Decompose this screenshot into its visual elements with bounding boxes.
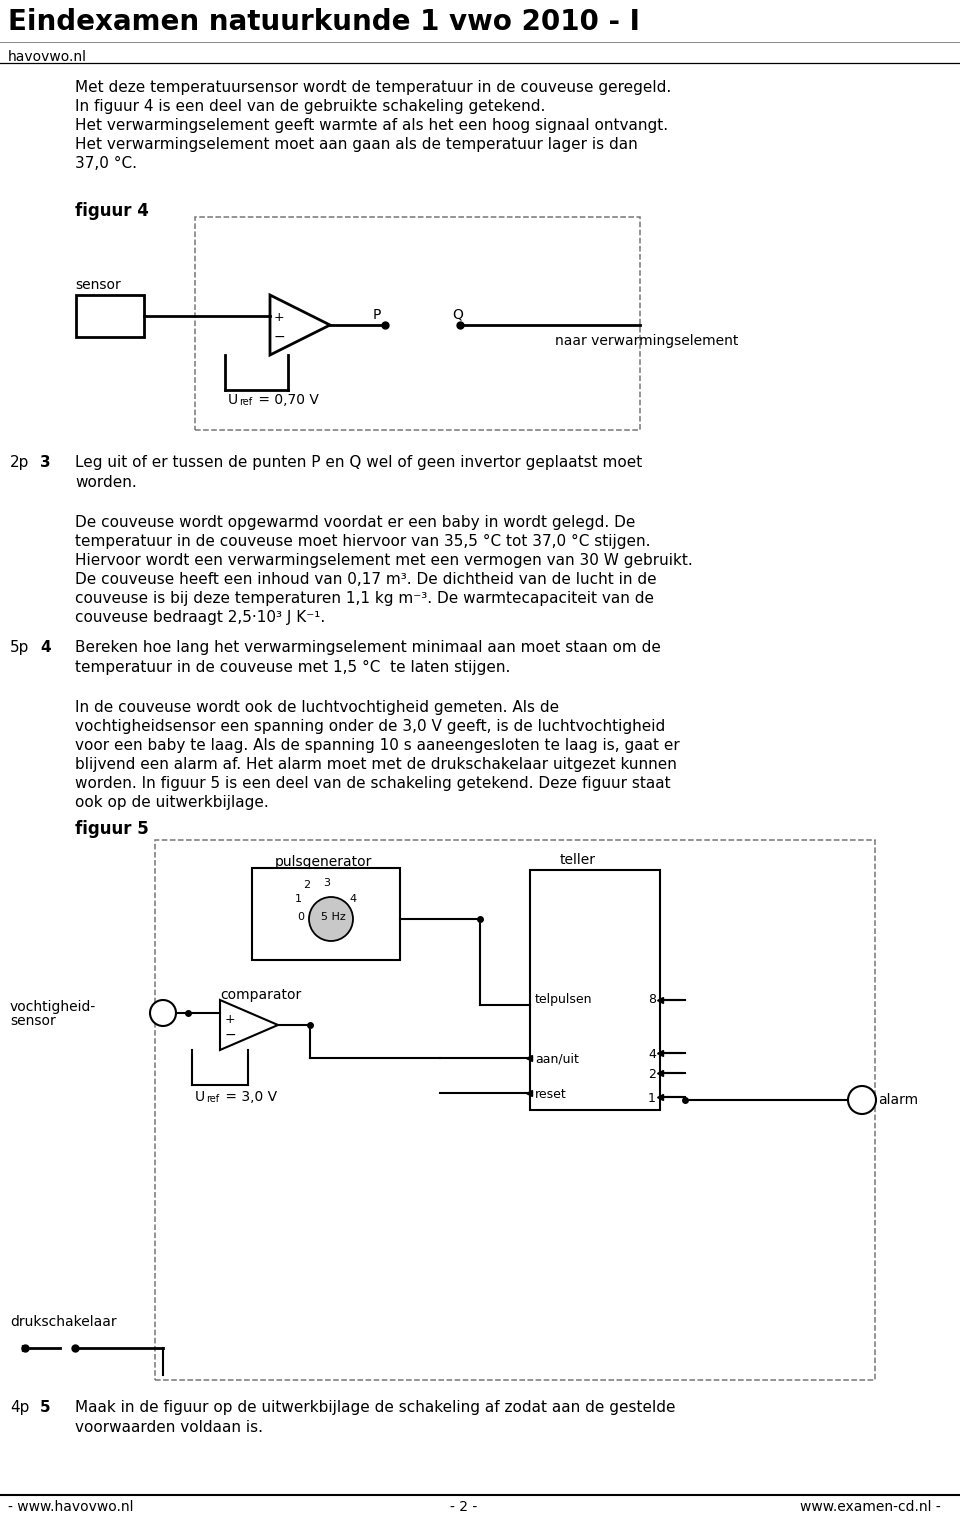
Text: figuur 4: figuur 4 [75, 203, 149, 220]
Text: Met deze temperatuursensor wordt de temperatuur in de couveuse geregeld.: Met deze temperatuursensor wordt de temp… [75, 80, 671, 95]
Text: 5p: 5p [10, 640, 30, 655]
Text: teller: teller [560, 853, 596, 867]
Text: 1: 1 [295, 893, 302, 904]
Text: temperatuur in de couveuse met 1,5 °C  te laten stijgen.: temperatuur in de couveuse met 1,5 °C te… [75, 660, 511, 675]
Text: telpulsen: telpulsen [535, 993, 592, 1005]
Text: = 3,0 V: = 3,0 V [221, 1090, 277, 1104]
Text: couveuse bedraagt 2,5·10³ J K⁻¹.: couveuse bedraagt 2,5·10³ J K⁻¹. [75, 609, 325, 625]
Text: 5 Hz: 5 Hz [321, 912, 346, 923]
Text: −: − [274, 330, 286, 344]
Text: drukschakelaar: drukschakelaar [10, 1315, 116, 1329]
Text: voor een baby te laag. Als de spanning 10 s aaneengesloten te laag is, gaat er: voor een baby te laag. Als de spanning 1… [75, 738, 680, 754]
Text: U: U [228, 393, 238, 407]
Text: worden.: worden. [75, 474, 136, 490]
Text: voorwaarden voldaan is.: voorwaarden voldaan is. [75, 1420, 263, 1435]
Text: In figuur 4 is een deel van de gebruikte schakeling getekend.: In figuur 4 is een deel van de gebruikte… [75, 98, 545, 114]
Text: 1: 1 [648, 1091, 656, 1105]
Text: blijvend een alarm af. Het alarm moet met de drukschakelaar uitgezet kunnen: blijvend een alarm af. Het alarm moet me… [75, 757, 677, 772]
Bar [76, 295, 144, 338]
Text: temperatuur in de couveuse moet hiervoor van 35,5 °C tot 37,0 °C stijgen.: temperatuur in de couveuse moet hiervoor… [75, 534, 651, 550]
Text: 3: 3 [323, 878, 330, 889]
Text: De couveuse wordt opgewarmd voordat er een baby in wordt gelegd. De: De couveuse wordt opgewarmd voordat er e… [75, 516, 636, 530]
Text: vochtigheid-: vochtigheid- [10, 999, 96, 1015]
Text: Maak in de figuur op de uitwerkbijlage de schakeling af zodat aan de gestelde: Maak in de figuur op de uitwerkbijlage d… [75, 1400, 676, 1415]
Text: +: + [225, 1013, 235, 1025]
Bar [155, 840, 875, 1380]
Text: ref: ref [206, 1094, 219, 1104]
Text: www.examen-cd.nl -: www.examen-cd.nl - [800, 1500, 941, 1514]
Text: aan/uit: aan/uit [535, 1053, 579, 1065]
Text: - www.havovwo.nl: - www.havovwo.nl [8, 1500, 133, 1514]
Bar [252, 867, 400, 959]
Text: ook op de uitwerkbijlage.: ook op de uitwerkbijlage. [75, 795, 269, 810]
Text: worden. In figuur 5 is een deel van de schakeling getekend. Deze figuur staat: worden. In figuur 5 is een deel van de s… [75, 777, 671, 791]
Text: naar verwarmingselement: naar verwarmingselement [555, 335, 738, 348]
Text: = 0,70 V: = 0,70 V [254, 393, 319, 407]
Text: vochtigheidsensor een spanning onder de 3,0 V geeft, is de luchtvochtigheid: vochtigheidsensor een spanning onder de … [75, 718, 665, 734]
Text: sensor: sensor [75, 278, 121, 292]
Text: ref: ref [239, 398, 252, 407]
Text: 4: 4 [40, 640, 51, 655]
Polygon shape [220, 999, 278, 1050]
Text: 2: 2 [648, 1068, 656, 1081]
Text: Het verwarmingselement geeft warmte af als het een hoog signaal ontvangt.: Het verwarmingselement geeft warmte af a… [75, 118, 668, 134]
Text: P: P [373, 309, 381, 322]
Polygon shape [270, 295, 330, 355]
Text: 4p: 4p [10, 1400, 30, 1415]
Text: havovwo.nl: havovwo.nl [8, 51, 87, 64]
Text: Eindexamen natuurkunde 1 vwo 2010 - I: Eindexamen natuurkunde 1 vwo 2010 - I [8, 8, 640, 35]
Circle shape [150, 999, 176, 1025]
Text: 0: 0 [297, 912, 304, 923]
Text: In de couveuse wordt ook de luchtvochtigheid gemeten. Als de: In de couveuse wordt ook de luchtvochtig… [75, 700, 559, 715]
Text: - 2 -: - 2 - [450, 1500, 477, 1514]
Text: 37,0 °C.: 37,0 °C. [75, 157, 137, 170]
Circle shape [309, 896, 353, 941]
Text: Bereken hoe lang het verwarmingselement minimaal aan moet staan om de: Bereken hoe lang het verwarmingselement … [75, 640, 660, 655]
Text: alarm: alarm [878, 1093, 918, 1107]
Text: 4: 4 [349, 893, 356, 904]
Text: +: + [274, 312, 284, 324]
Text: comparator: comparator [220, 989, 301, 1002]
Text: −: − [225, 1028, 236, 1042]
Text: 5: 5 [40, 1400, 51, 1415]
Bar [195, 216, 640, 430]
Text: Leg uit of er tussen de punten P en Q wel of geen invertor geplaatst moet: Leg uit of er tussen de punten P en Q we… [75, 454, 642, 470]
Text: 3: 3 [40, 454, 51, 470]
Circle shape [848, 1085, 876, 1114]
Text: 2p: 2p [10, 454, 30, 470]
Text: U: U [195, 1090, 205, 1104]
Text: pulsgenerator: pulsgenerator [275, 855, 372, 869]
Text: Het verwarmingselement moet aan gaan als de temperatuur lager is dan: Het verwarmingselement moet aan gaan als… [75, 137, 637, 152]
Text: De couveuse heeft een inhoud van 0,17 m³. De dichtheid van de lucht in de: De couveuse heeft een inhoud van 0,17 m³… [75, 573, 657, 586]
Text: figuur 5: figuur 5 [75, 820, 149, 838]
Text: sensor: sensor [10, 1015, 56, 1028]
Text: reset: reset [535, 1088, 566, 1101]
Text: 4: 4 [648, 1048, 656, 1061]
Text: 8: 8 [648, 993, 656, 1005]
Text: Q: Q [452, 309, 463, 322]
Text: 2: 2 [303, 880, 310, 890]
Text: couveuse is bij deze temperaturen 1,1 kg m⁻³. De warmtecapaciteit van de: couveuse is bij deze temperaturen 1,1 kg… [75, 591, 654, 606]
Bar [530, 870, 660, 1110]
Text: Hiervoor wordt een verwarmingselement met een vermogen van 30 W gebruikt.: Hiervoor wordt een verwarmingselement me… [75, 553, 693, 568]
